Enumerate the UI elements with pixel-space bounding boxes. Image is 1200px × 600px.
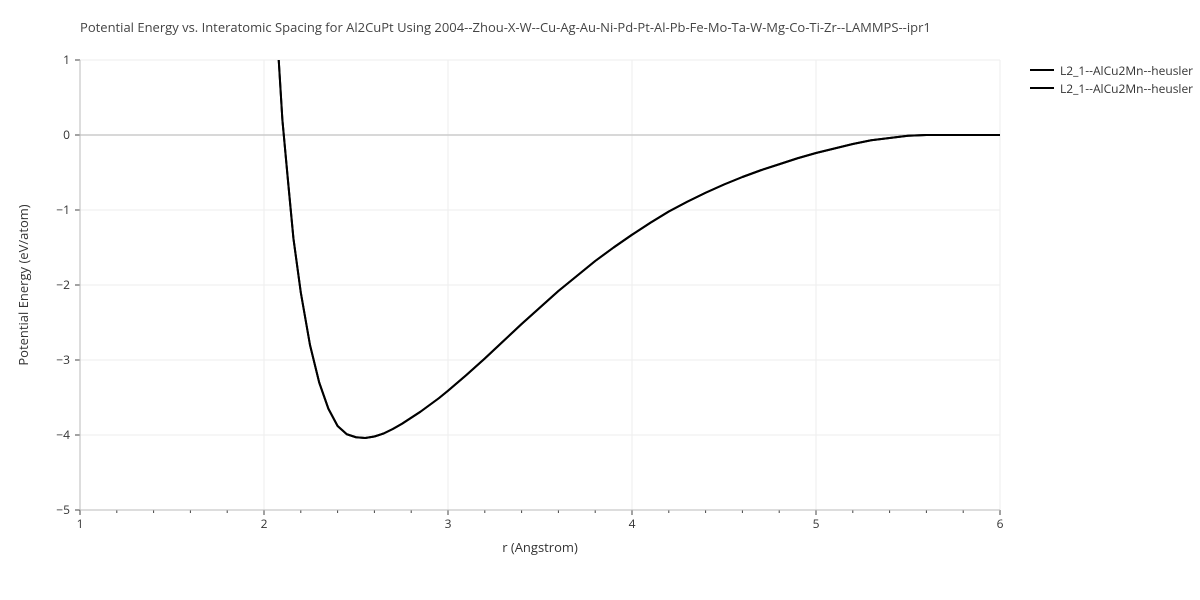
svg-text:1: 1 (77, 515, 84, 532)
legend-label: L2_1--AlCu2Mn--heusler (1060, 80, 1193, 97)
svg-text:−5: −5 (56, 501, 70, 518)
legend-label: L2_1--AlCu2Mn--heusler (1060, 62, 1193, 79)
chart-container: Potential Energy vs. Interatomic Spacing… (0, 0, 1200, 600)
svg-text:3: 3 (445, 515, 452, 532)
svg-text:r (Angstrom): r (Angstrom) (502, 538, 578, 556)
svg-text:4: 4 (629, 515, 636, 532)
svg-text:2: 2 (261, 515, 268, 532)
svg-text:−1: −1 (56, 201, 70, 218)
legend-item[interactable]: L2_1--AlCu2Mn--heusler (1030, 62, 1193, 78)
svg-text:5: 5 (813, 515, 820, 532)
svg-text:−4: −4 (56, 426, 70, 443)
svg-text:Potential Energy (eV/atom): Potential Energy (eV/atom) (14, 204, 32, 365)
svg-text:1: 1 (63, 51, 70, 68)
svg-text:0: 0 (63, 126, 70, 143)
legend-item[interactable]: L2_1--AlCu2Mn--heusler (1030, 80, 1193, 96)
svg-text:−3: −3 (56, 351, 70, 368)
legend-swatch (1030, 87, 1054, 89)
chart-svg: 123456−5−4−3−2−101r (Angstrom)Potential … (0, 0, 1200, 600)
svg-text:6: 6 (997, 515, 1004, 532)
legend-swatch (1030, 69, 1054, 71)
legend: L2_1--AlCu2Mn--heuslerL2_1--AlCu2Mn--heu… (1030, 62, 1193, 98)
svg-text:−2: −2 (56, 276, 70, 293)
